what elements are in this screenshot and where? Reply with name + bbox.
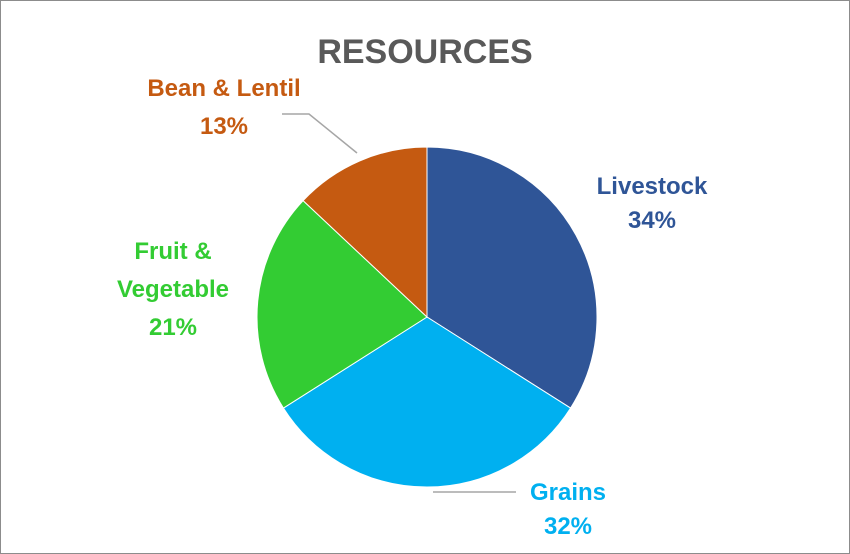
slice-label: Bean & Lentil 13% <box>147 75 300 140</box>
slice-percent-label: 32% <box>544 513 592 540</box>
slice-label: Grains 32% <box>530 479 606 540</box>
pie-slices <box>256 146 598 488</box>
leader-lines <box>282 113 516 493</box>
slice-percent-label: 34% <box>628 207 676 234</box>
slice-name-label: Fruit & <box>134 238 211 265</box>
slice-label: Fruit & Vegetable 21% <box>117 238 229 341</box>
slice-name-label: Bean & Lentil <box>147 75 300 102</box>
pie-slice-fruit-vegetable <box>256 199 428 409</box>
chart-title: RESOURCES <box>317 33 532 71</box>
leader-line <box>282 113 358 154</box>
slice-name-label: Livestock <box>597 173 708 200</box>
slice-name-label: Grains <box>530 479 606 506</box>
pie-slice-bean-lentil <box>302 146 428 319</box>
pie-slice-livestock <box>426 146 598 409</box>
slice-percent-label: 13% <box>200 113 248 140</box>
slice-labels: Livestock 34% Grains 32% Fruit & Vegetable 21%… <box>117 75 708 540</box>
slice-name-label: Vegetable <box>117 276 229 303</box>
slice-percent-label: 21% <box>149 314 197 341</box>
slice-label: Livestock 34% <box>597 173 708 234</box>
pie-slice-grains <box>282 316 572 488</box>
